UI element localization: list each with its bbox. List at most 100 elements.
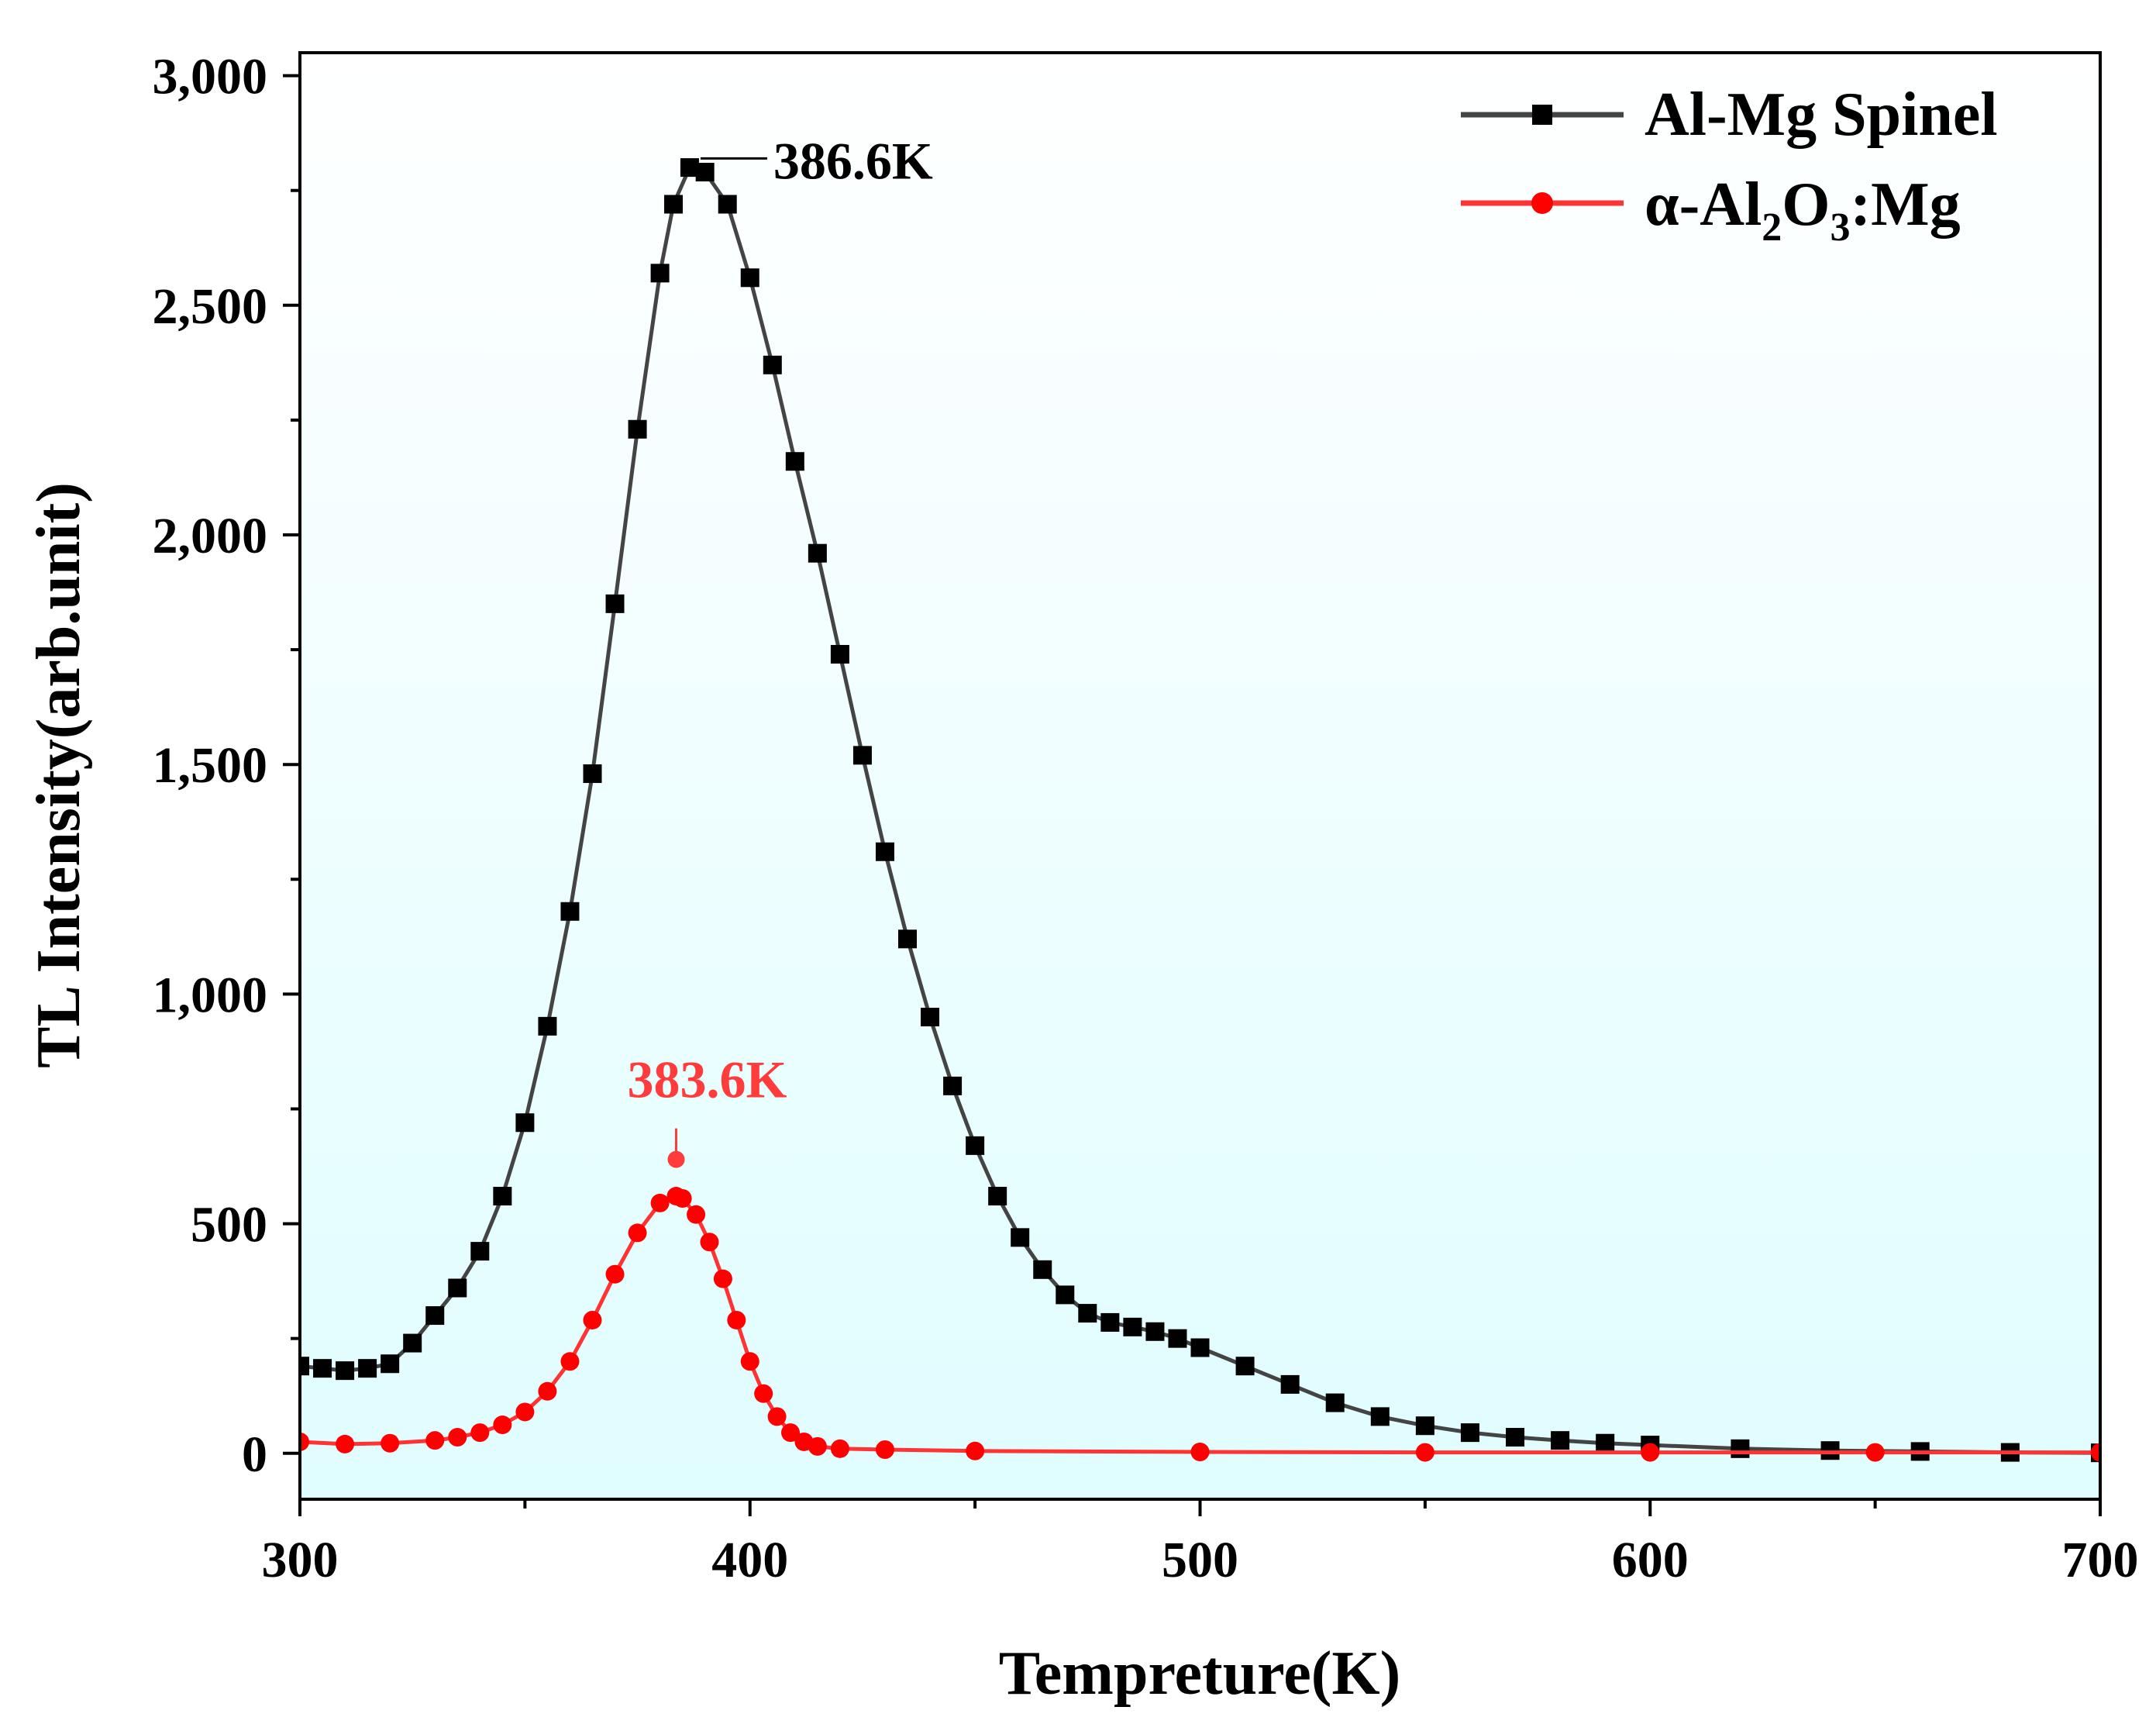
data-point-spinel (538, 1016, 557, 1036)
data-point-spinel (650, 264, 670, 283)
data-point-spinel (785, 452, 804, 471)
legend-marker-alumina (1531, 192, 1553, 214)
data-point-spinel (1145, 1322, 1165, 1341)
data-point-alumina (605, 1264, 625, 1284)
y-tick-label: 2,000 (153, 508, 268, 564)
data-point-spinel (1551, 1431, 1570, 1450)
series-alumina (300, 1187, 2100, 1462)
data-point-alumina (336, 1434, 355, 1453)
data-point-spinel (1596, 1433, 1615, 1453)
data-point-alumina (754, 1384, 773, 1403)
data-point-alumina (727, 1310, 746, 1329)
data-point-spinel (830, 645, 849, 664)
y-tick-label: 1,000 (153, 967, 268, 1023)
data-point-alumina (1865, 1443, 1885, 1462)
data-point-spinel (1100, 1312, 1120, 1332)
data-point-spinel (664, 195, 684, 214)
data-point-spinel (1731, 1439, 1750, 1458)
data-point-alumina (515, 1402, 535, 1422)
data-point-spinel (628, 419, 647, 439)
series-spinel (300, 158, 2100, 1463)
data-point-spinel (381, 1354, 400, 1374)
y-tick-label: 0 (242, 1426, 267, 1483)
data-point-alumina (830, 1439, 849, 1458)
data-point-alumina (650, 1193, 670, 1212)
data-point-spinel (425, 1306, 445, 1326)
data-point-alumina (1190, 1442, 1210, 1461)
data-point-spinel (515, 1113, 535, 1133)
tick-layer: 300 400 500 600 700 0 500 1,000 1,500 2,000 2,500 3… (153, 49, 2139, 1588)
peak-label-alumina: 383.6K (628, 1050, 787, 1109)
legend-item-spinel: Al-Mg Spinel (1461, 81, 1998, 149)
data-point-alumina (628, 1223, 647, 1243)
x-tick-label: 700 (2062, 1532, 2139, 1588)
data-point-alumina (493, 1415, 512, 1435)
data-point-alumina (2091, 1443, 2100, 1462)
y-tick-label: 1,500 (153, 737, 268, 794)
data-point-spinel (1235, 1357, 1255, 1376)
data-point-spinel (605, 594, 625, 613)
data-point-spinel (1460, 1423, 1479, 1443)
plot-background (300, 53, 2100, 1499)
data-point-spinel (493, 1187, 512, 1206)
data-point-spinel (898, 929, 918, 949)
data-point-spinel (560, 902, 580, 921)
data-point-alumina (1415, 1443, 1434, 1462)
data-point-alumina (583, 1310, 602, 1329)
data-point-alumina (875, 1440, 894, 1460)
y-tick-label: 3,000 (153, 49, 268, 105)
data-point-spinel (808, 543, 827, 563)
annotation-layer: 386.6K 383.6K (628, 131, 933, 1168)
data-point-spinel (300, 1357, 309, 1376)
peak-marker-alumina (667, 1150, 685, 1168)
data-point-spinel (1415, 1416, 1434, 1436)
data-point-spinel (358, 1359, 377, 1378)
data-point-spinel (1078, 1304, 1097, 1323)
data-point-spinel (763, 355, 782, 374)
data-point-spinel (921, 1008, 940, 1026)
data-point-spinel (1325, 1393, 1345, 1412)
y-tick-label: 500 (191, 1197, 267, 1253)
data-point-alumina (448, 1428, 467, 1447)
data-point-alumina (740, 1352, 759, 1371)
series-layer (300, 158, 2100, 1463)
x-tick-label: 300 (262, 1532, 339, 1588)
data-point-spinel (403, 1333, 422, 1353)
data-point-alumina (673, 1188, 692, 1208)
data-point-spinel (718, 195, 737, 214)
data-point-spinel (448, 1278, 467, 1298)
data-point-spinel (470, 1242, 490, 1261)
data-point-alumina (300, 1432, 309, 1451)
data-point-spinel (1033, 1260, 1052, 1279)
data-point-alumina (781, 1423, 801, 1443)
data-point-alumina (713, 1269, 732, 1288)
data-point-spinel (1011, 1228, 1030, 1247)
legend-item-alumina: α-Al2O3:Mg (1461, 171, 1961, 250)
x-tick-label: 600 (1612, 1532, 1689, 1588)
data-point-spinel (1123, 1317, 1142, 1336)
y-axis-title: TL Intensity(arb.unit) (25, 482, 93, 1068)
data-point-spinel (966, 1136, 985, 1155)
data-point-spinel (1280, 1374, 1300, 1394)
data-point-alumina (700, 1233, 719, 1252)
y-tick-label: 2,500 (153, 278, 268, 335)
legend: Al-Mg Spinel α-Al2O3:Mg (1461, 81, 1998, 250)
legend-marker-spinel (1532, 105, 1552, 125)
data-point-alumina (560, 1352, 580, 1371)
data-point-alumina (538, 1381, 557, 1401)
legend-label-alumina: α-Al2O3:Mg (1645, 171, 1961, 250)
data-point-spinel (583, 764, 602, 784)
data-point-spinel (943, 1076, 963, 1095)
data-point-spinel (1168, 1329, 1187, 1348)
x-tick-label: 500 (1162, 1532, 1238, 1588)
data-point-spinel (875, 842, 894, 861)
data-point-alumina (808, 1436, 827, 1456)
data-point-spinel (1190, 1338, 1210, 1357)
data-point-alumina (381, 1433, 400, 1453)
data-point-spinel (852, 746, 872, 765)
data-point-spinel (740, 268, 759, 288)
series-line-alumina (300, 1194, 2100, 1455)
data-point-spinel (988, 1187, 1007, 1206)
peak-label-spinel: 386.6K (773, 131, 933, 190)
